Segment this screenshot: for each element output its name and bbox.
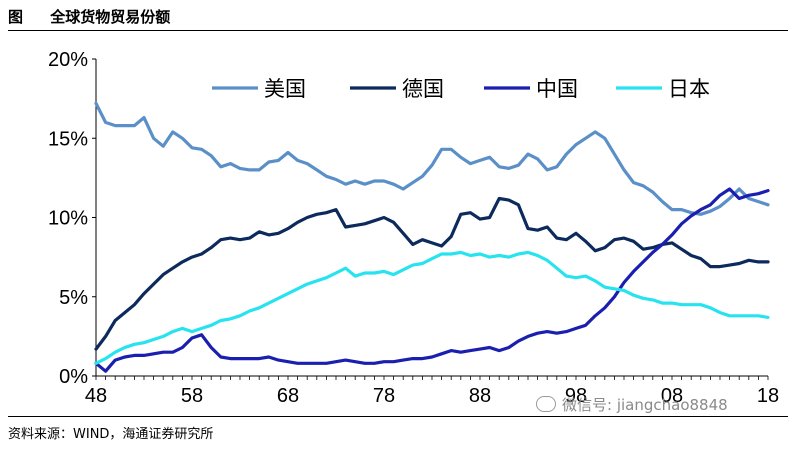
legend-label-2: 德国 <box>402 77 444 101</box>
wechat-icon <box>536 396 556 412</box>
y-tick-label: 15% <box>48 128 88 150</box>
x-tick-label: 48 <box>85 385 107 407</box>
legend-label-4: 日本 <box>668 77 710 101</box>
figure-title: 全球货物贸易份额 <box>50 8 171 26</box>
watermark-text: 微信号: jiangchao8848 <box>562 396 728 414</box>
y-tick-label: 0% <box>59 366 88 388</box>
watermark: 微信号: jiangchao8848 <box>536 394 728 415</box>
y-tick-label: 10% <box>48 208 88 230</box>
series-line-2 <box>94 196 770 351</box>
series-line-4 <box>94 250 770 365</box>
x-tick-label: 18 <box>757 385 779 407</box>
x-tick-label: 68 <box>277 385 299 407</box>
x-tick-label: 88 <box>469 385 491 407</box>
source-note: 资料来源：WIND，海通证券研究所 <box>8 416 788 442</box>
legend-label-1: 美国 <box>264 77 306 101</box>
x-tick-label: 78 <box>373 385 395 407</box>
x-tick-label: 98 <box>565 385 587 407</box>
y-tick-label: 20% <box>48 49 88 71</box>
x-tick-label: 08 <box>661 385 683 407</box>
figure-label: 图 <box>8 8 24 26</box>
x-tick-label: 58 <box>181 385 203 407</box>
trade-share-chart: 0% 5% 10% 15% 20% 48 58 68 78 88 98 08 18 美国 德国 中国 日本 <box>48 49 779 407</box>
figure-title-bar: 图 全球货物贸易份额 <box>8 6 788 31</box>
series-line-3 <box>94 187 770 373</box>
y-tick-label: 5% <box>59 287 88 309</box>
series-line-1 <box>94 101 770 216</box>
legend-label-3: 中国 <box>536 77 578 101</box>
